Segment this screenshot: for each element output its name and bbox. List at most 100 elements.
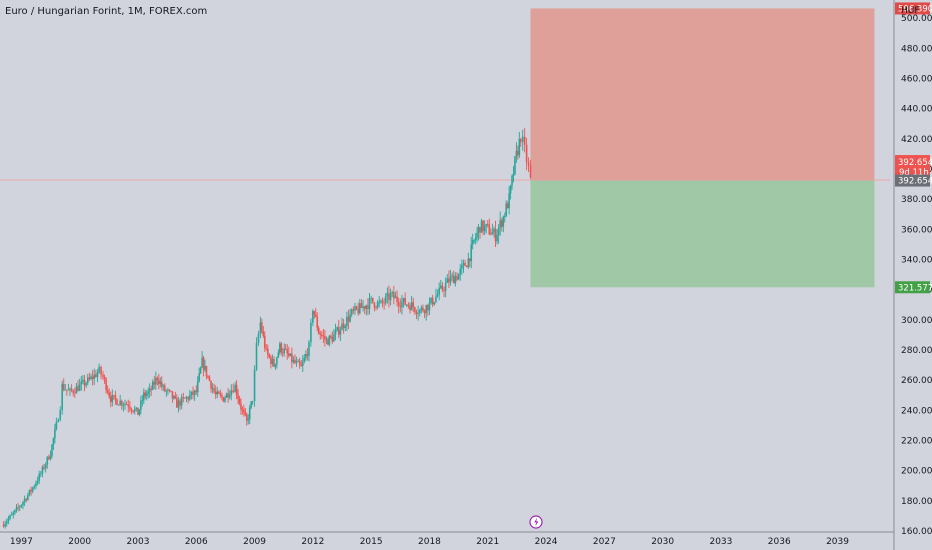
candle-body [519,138,522,143]
candle-body [271,358,274,365]
candle-body [150,388,152,390]
chart-title: Euro / Hungarian Forint, 1M, FOREX.com [5,6,207,17]
candle-body [198,373,200,382]
candle-body [420,307,423,311]
candle-body [402,298,405,302]
candle-body [486,224,489,225]
candle-body [375,307,377,309]
time-tick-label: 2015 [360,537,383,547]
candle-body [521,136,524,143]
candle-body [289,353,292,356]
candle-body [333,334,335,342]
candle-body [457,274,460,280]
entry-price-tag: 392.654 [898,177,932,187]
candle-body [177,400,180,408]
candle-body [389,293,392,301]
candle-body [422,307,424,311]
candle-body [22,502,24,505]
price-tick-label: 220.000 [901,436,932,446]
candle-body [295,361,298,363]
candle-body [240,403,242,410]
candle-body [438,287,440,295]
candle-body [297,361,299,363]
candle-body [461,265,463,269]
candle-body [216,391,219,395]
candle-body [72,390,74,393]
candle-body [491,232,494,235]
target-price-tag: 321.577 [898,283,932,293]
candle-body [122,405,125,406]
candle-body [357,308,360,314]
candle-body [98,366,100,373]
candle-body [90,376,92,380]
candle-body [405,304,408,306]
candle-body [28,489,31,495]
candle-body [119,400,121,405]
candle-body [363,306,366,309]
candle-body [188,395,191,400]
candle-body [46,456,49,465]
candle-body [20,504,23,507]
candle-body [313,311,316,315]
candle-body [427,304,429,311]
candle-body [155,377,157,385]
candle-body [170,390,172,392]
candle-body [17,507,19,509]
candle-body [108,392,111,397]
candle-body [167,389,169,391]
candle-body [243,409,245,413]
candle-body [30,489,32,492]
candle-body [187,397,189,400]
take-profit-zone[interactable] [530,180,875,288]
candle-body [376,301,379,308]
candle-body [384,296,387,303]
candle-body [199,367,202,374]
candle-body [417,313,419,315]
candle-body [179,400,181,406]
candle-body [502,216,505,227]
time-tick-label: 2036 [768,537,791,547]
candle-body [496,234,498,242]
entry-price-tag-bg [895,174,930,187]
candle-body [368,298,371,310]
candle-body [141,400,144,402]
candle-body [113,395,115,396]
candle-body [444,282,447,291]
candle-body [66,389,68,391]
candle-body [18,506,21,508]
candle-body [251,400,254,402]
event-marker[interactable] [529,515,543,529]
candle-body [130,408,133,411]
candle-body [316,316,319,328]
candle-body [255,343,258,370]
candle-body [339,330,342,335]
candle-body [476,232,478,238]
candle-body [137,407,139,415]
stop-loss-zone[interactable] [530,8,875,181]
candle-body [224,397,226,402]
candle-body [300,364,303,367]
candle-body [410,302,413,311]
price-tick-label: 260.000 [901,376,932,386]
candle-body [159,381,162,384]
candle-body [257,334,260,344]
candle-body [370,297,372,299]
candle-body [259,322,262,335]
candle-body [77,386,79,391]
candle-body [96,372,99,377]
candle-body [394,296,397,299]
candle-body [74,392,76,394]
candle-body [488,224,491,235]
candle-body [196,381,199,393]
candle-body [228,395,231,398]
candle-body [237,394,239,400]
candle-body [274,363,277,367]
candle-body [2,524,5,527]
candle-body [105,378,107,390]
candle-body [148,388,151,392]
candle-body [182,397,185,399]
candle-body [284,348,287,350]
candle-body [425,304,428,314]
